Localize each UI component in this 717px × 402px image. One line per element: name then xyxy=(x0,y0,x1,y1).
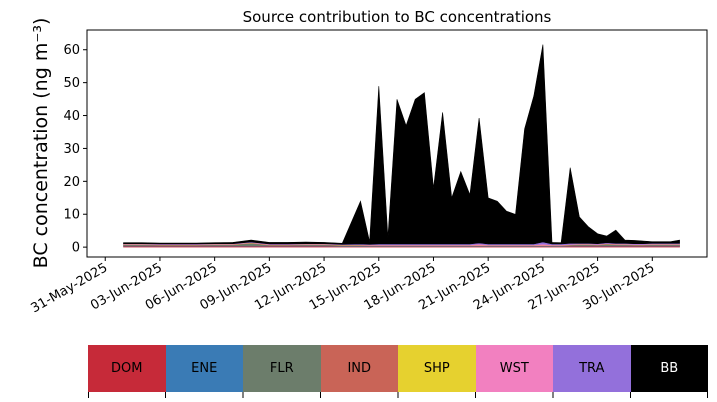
legend-item-ene: ENE xyxy=(165,345,243,392)
area-bb xyxy=(123,44,680,245)
y-tick-label: 10 xyxy=(63,208,80,223)
plot-frame xyxy=(86,29,708,258)
legend-item-ind: IND xyxy=(320,345,398,392)
y-axis-label: BC concentration (ng m⁻³) xyxy=(30,18,52,269)
bc-area-chart: Source contribution to BC concentrations… xyxy=(29,8,708,316)
y-tick-label: 60 xyxy=(63,43,80,58)
legend-ticks xyxy=(88,392,708,398)
y-tick-label: 20 xyxy=(63,175,80,190)
legend-item-flr: FLR xyxy=(243,345,321,392)
y-tick-label: 40 xyxy=(63,109,80,124)
area-layers xyxy=(123,44,680,248)
legend-item-shp: SHP xyxy=(398,345,476,392)
chart-title: Source contribution to BC concentrations xyxy=(243,8,552,26)
source-legend: DOM ENE FLR IND SHP WST TRA BB xyxy=(88,345,708,392)
legend-item-wst: WST xyxy=(475,345,553,392)
y-tick-label: 30 xyxy=(63,142,80,157)
y-axis: 0 10 20 30 40 50 60 xyxy=(63,43,87,256)
x-axis: 31-May-202503-Jun-202506-Jun-202509-Jun-… xyxy=(29,257,657,316)
y-tick-label: 50 xyxy=(63,76,80,91)
legend-item-tra: TRA xyxy=(553,345,631,392)
y-tick-label: 0 xyxy=(72,241,80,256)
legend-item-dom: DOM xyxy=(88,345,166,392)
legend-item-bb: BB xyxy=(630,345,708,392)
